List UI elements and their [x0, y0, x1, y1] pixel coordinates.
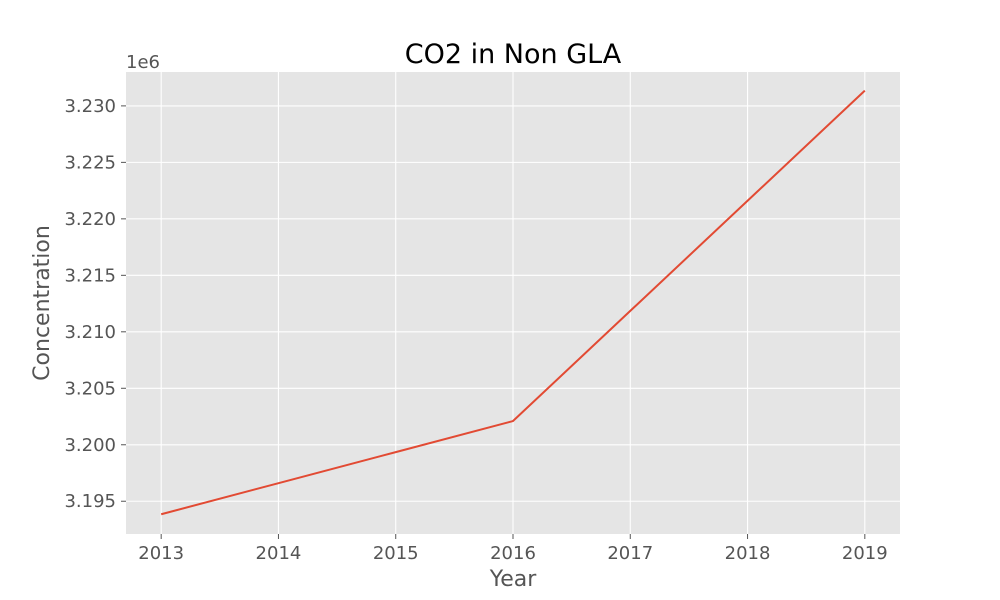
x-tick-label: 2018	[725, 543, 771, 564]
y-tick-label: 3.220	[64, 209, 116, 230]
x-axis-label: Year	[489, 567, 538, 592]
y-tick-label: 3.205	[64, 378, 116, 399]
x-tick-label: 2015	[373, 543, 419, 564]
grid-lines	[126, 72, 900, 534]
chart-title: CO2 in Non GLA	[405, 39, 622, 70]
x-axis: 2013 2014 2015 2016 2017 2018 2019	[138, 534, 888, 564]
y-tick-label: 3.215	[64, 265, 116, 286]
y-tick-label: 3.195	[64, 491, 116, 512]
series-layer	[160, 89, 866, 516]
x-tick-label: 2014	[256, 543, 302, 564]
x-tick-label: 2013	[138, 543, 184, 564]
y-tick-label: 3.200	[64, 435, 116, 456]
x-tick-label: 2019	[842, 543, 888, 564]
y-offset-label: 1e6	[126, 52, 160, 73]
y-tick-label: 3.225	[64, 152, 116, 173]
x-tick-label: 2017	[607, 543, 653, 564]
y-tick-label: 3.210	[64, 322, 116, 343]
y-tick-label: 3.230	[64, 96, 116, 117]
y-axis-label: Concentration	[30, 225, 55, 381]
y-axis: 3.195 3.200 3.205 3.210 3.215 3.220 3.225 3.230	[64, 96, 126, 512]
series-line	[160, 89, 866, 516]
x-tick-label: 2016	[490, 543, 536, 564]
